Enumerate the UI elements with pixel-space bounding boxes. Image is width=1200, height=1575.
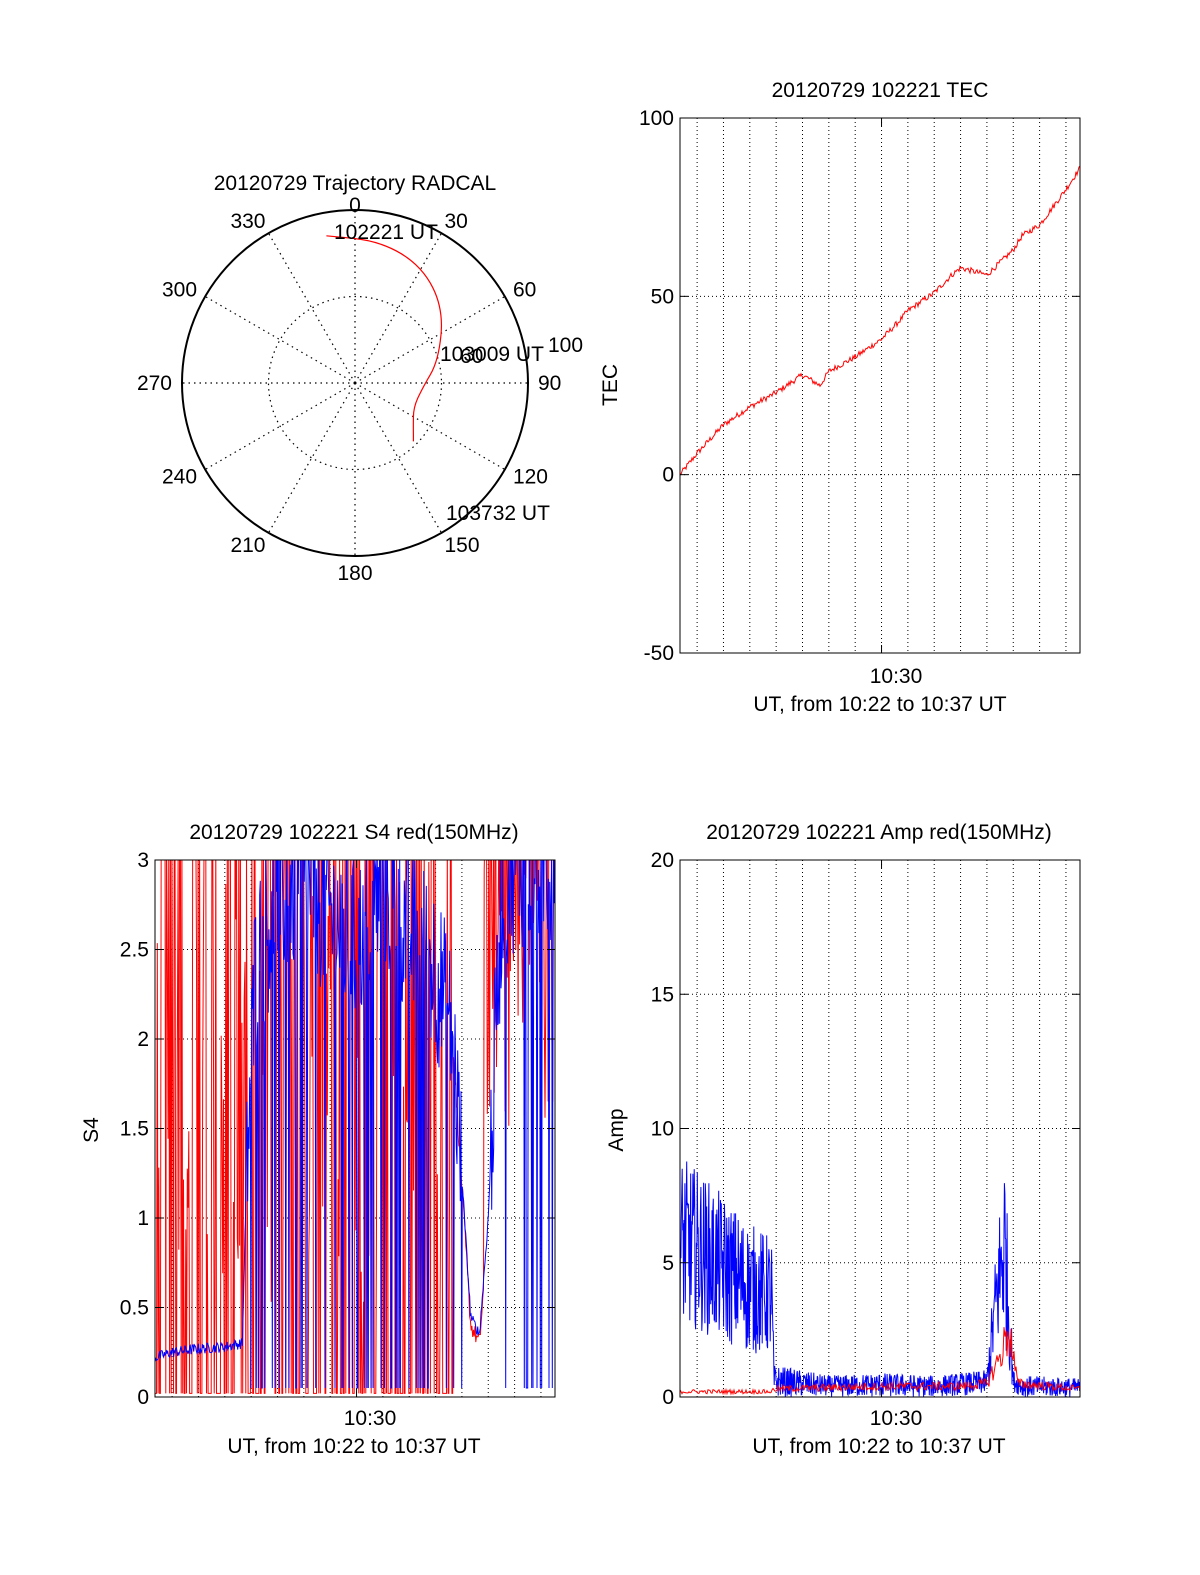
polar-trajectory-panel: 20120729 Trajectory RADCAL 0 30 60 90 120 150… xyxy=(137,172,583,585)
polar-azimuth-label: 120 xyxy=(513,466,548,489)
tec-yticks: -50 0 50 100 xyxy=(639,107,1080,665)
polar-azimuth-label: 300 xyxy=(162,279,197,302)
polar-title: 20120729 Trajectory RADCAL xyxy=(214,172,497,195)
polar-azimuth-label: 90 xyxy=(538,372,561,395)
s4-series xyxy=(155,860,555,1394)
polar-spoke xyxy=(354,382,443,534)
tec-plot-frame xyxy=(679,117,1081,654)
polar-spoke xyxy=(354,382,506,471)
polar-azimuth-label: 330 xyxy=(230,210,265,233)
tec-xlabel: UT, from 10:22 to 10:37 UT xyxy=(753,693,1006,716)
amp-xlabel: UT, from 10:22 to 10:37 UT xyxy=(752,1435,1005,1458)
amp-ylabel: Amp xyxy=(605,1108,628,1151)
s4-series-group xyxy=(155,860,555,1394)
ytick-label: 3 xyxy=(137,849,149,872)
trajectory-start-label: 102221 UT xyxy=(334,221,438,244)
polar-azimuth-label: 0 xyxy=(349,194,361,217)
polar-spoke xyxy=(267,232,356,384)
amp-series xyxy=(679,1161,1081,1397)
ytick-label: -50 xyxy=(644,642,674,665)
amp-title: 20120729 102221 Amp red(150MHz) xyxy=(706,821,1052,844)
ytick-label: 0.5 xyxy=(120,1297,149,1320)
polar-inner-ring xyxy=(267,295,443,471)
s4-xtick-label: 10:30 xyxy=(344,1407,397,1430)
tec-grid xyxy=(680,118,1080,653)
tec-xtick-label: 10:30 xyxy=(870,665,923,688)
amp-panel: 20120729 102221 Amp red(150MHz) 0 5 10 15 20… xyxy=(605,821,1081,1458)
trajectory-line xyxy=(326,235,442,442)
polar-spoke xyxy=(204,382,356,471)
amp-grid xyxy=(680,860,1080,1397)
polar-azimuth-label: 150 xyxy=(445,534,480,557)
ytick-label: 0 xyxy=(137,1386,149,1409)
ytick-label: 2 xyxy=(137,1028,149,1051)
amp-xtick-label: 10:30 xyxy=(870,1407,923,1430)
trajectory-end-label: 103732 UT xyxy=(446,502,550,525)
tec-ylabel: TEC xyxy=(599,364,622,406)
polar-outer-ring xyxy=(181,209,529,557)
polar-azimuth-label: 270 xyxy=(137,372,172,395)
ytick-label: 15 xyxy=(651,983,674,1006)
ytick-label: 50 xyxy=(651,285,674,308)
s4-yticks: 0 0.5 1 1.5 2 2.5 3 xyxy=(120,849,555,1409)
ytick-label: 1 xyxy=(137,1207,149,1230)
tec-title: 20120729 102221 TEC xyxy=(772,79,989,102)
ytick-label: 5 xyxy=(662,1252,674,1275)
s4-panel: 20120729 102221 S4 red(150MHz) 0 0.5 1 1.5 2… xyxy=(80,821,556,1458)
trajectory-mid-label: 103009 UT xyxy=(440,343,544,366)
ytick-label: 1.5 xyxy=(120,1118,149,1141)
ytick-label: 100 xyxy=(639,107,674,130)
polar-azimuth-label: 180 xyxy=(337,562,372,585)
polar-azimuth-label: 30 xyxy=(445,210,468,233)
polar-spoke xyxy=(354,232,443,384)
elevation-ring-label-60: 60 xyxy=(460,345,483,368)
s4-red-line xyxy=(155,860,555,1394)
ytick-label: 2.5 xyxy=(120,939,149,962)
polar-spoke xyxy=(267,382,356,534)
polar-azimuth-labels: 0 30 60 90 120 150 180 210 240 270 300 330 xyxy=(137,194,561,585)
polar-azimuth-label: 210 xyxy=(230,534,265,557)
polar-azimuth-label: 240 xyxy=(162,466,197,489)
amp-blue-line xyxy=(679,1161,1081,1397)
s4-title: 20120729 102221 S4 red(150MHz) xyxy=(189,821,518,844)
ytick-label: 0 xyxy=(662,1386,674,1409)
ytick-label: 10 xyxy=(651,1118,674,1141)
polar-spoke xyxy=(354,295,506,384)
tec-line xyxy=(679,165,1081,476)
s4-blue-line xyxy=(155,860,555,1389)
ytick-label: 0 xyxy=(662,464,674,487)
amp-yticks: 0 5 10 15 20 xyxy=(651,849,1080,1409)
s4-xlabel: UT, from 10:22 to 10:37 UT xyxy=(227,1435,480,1458)
amp-red-line xyxy=(679,1327,1081,1396)
tec-series xyxy=(679,165,1081,476)
elevation-ring-label-100: 100 xyxy=(548,334,583,357)
polar-azimuth-label: 60 xyxy=(513,279,536,302)
polar-spoke xyxy=(204,295,356,384)
ytick-label: 20 xyxy=(651,849,674,872)
s4-ylabel: S4 xyxy=(80,1117,103,1143)
